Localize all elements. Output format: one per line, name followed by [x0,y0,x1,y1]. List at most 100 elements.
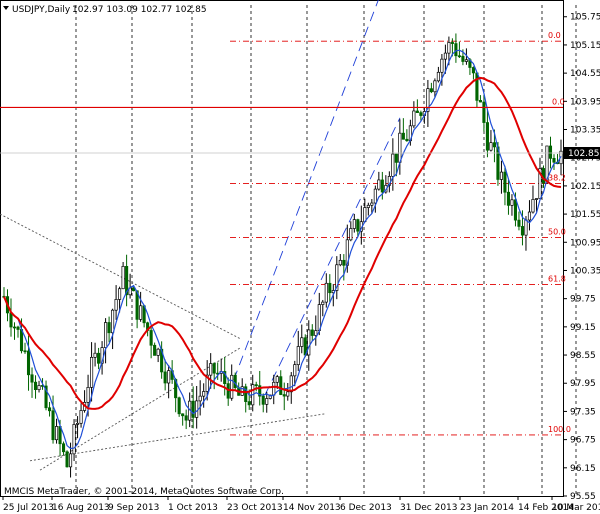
plot-area[interactable] [0,0,564,497]
fib-label: 61.8 [548,275,566,284]
channel-lower-line [264,117,401,396]
y-tick-label: 98.55 [570,351,596,361]
candle-body [93,352,97,358]
candle-body [212,363,216,374]
current-price-badge [564,147,600,160]
candle-body [412,110,416,127]
candle-body [72,424,76,455]
candlesticks [2,33,563,478]
moving-averages [3,49,562,450]
candle-body [457,55,461,58]
copyright-text: MMCIS MetaTrader, © 2001-2014, MetaQuote… [4,487,284,497]
candle-body [324,282,328,303]
x-tick-label: 23 Oct 2013 [227,503,283,513]
candle-body [475,72,479,101]
candle-body [471,67,475,74]
x-tick-label: 25 Jul 2013 [3,503,54,513]
candle-body [111,309,115,334]
candle-body [79,410,83,424]
trendlines [0,0,401,471]
candle-body [209,363,213,376]
y-tick-label: 105.15 [570,41,600,51]
candle-body [30,374,34,383]
y-tick-label: 103.35 [570,126,600,136]
candle-body [247,401,251,406]
candle-body [107,322,111,334]
current-price-label: 102.85 [568,149,600,159]
candle-body [545,145,549,184]
candle-body [293,364,297,377]
y-tick-label: 97.95 [570,379,596,389]
candle-body [510,199,514,206]
candle-body [156,348,160,356]
candle-body [167,370,171,384]
candle-body [506,191,511,206]
x-tick-label: 31 Dec 2013 [400,503,458,513]
candle-body [380,179,384,193]
candle-body [436,71,440,82]
candle-body [233,374,237,388]
candle-body [118,288,122,300]
candle-body [489,142,493,151]
candle-body [23,350,27,353]
candle-body [104,322,108,348]
candle-body [65,451,69,468]
y-tick-label: 100.35 [570,266,600,276]
candle-body [296,346,300,366]
candle-body [26,350,31,376]
candle-body [443,52,447,60]
candle-body [153,344,157,356]
x-tick-label: 23 Jan 2014 [460,503,514,513]
candle-body [552,158,556,163]
candle-body [121,265,125,290]
candle-body [534,198,539,200]
fib-label: 0.0 [548,31,561,40]
candle-body [520,226,525,236]
fib-label: 100.0 [548,425,571,434]
candle-body [265,398,269,405]
candle-body [51,410,55,441]
x-tick-label: 10 Mar 2014 [552,503,600,513]
candle-body [47,407,52,412]
candle-body [328,282,332,294]
candle-body [44,385,48,409]
candle-body [405,138,409,142]
x-tick-label: 1 Oct 2013 [168,503,218,513]
candle-body [307,329,311,356]
candle-body [356,219,360,232]
candle-body [513,199,518,221]
candle-body [426,88,430,112]
candle-body [342,259,346,266]
candle-body [398,132,402,163]
candle-body [90,356,94,388]
chevron-down-icon[interactable] [3,6,9,10]
ma-slow-line [3,76,562,410]
candle-body [440,58,444,73]
candle-body [254,384,258,387]
candle-body [244,386,248,402]
candle-body [478,100,482,103]
triangle-upper-line [0,213,241,339]
candle-body [132,287,136,292]
y-tick-label: 104.55 [570,69,600,79]
horizontal-level: 0.0 [0,97,565,154]
y-tick-label: 96.75 [570,436,596,446]
candle-body [230,374,234,399]
candle-body [86,387,90,403]
price-axis: 105.75105.15104.55103.95103.35102.75102.… [563,13,600,502]
candle-body [370,202,374,206]
candle-body [275,376,279,383]
candle-body [37,385,41,390]
candle-body [429,88,433,93]
candle-body [450,42,454,44]
candle-body [447,42,451,54]
candle-body [198,395,202,402]
candle-body [114,299,118,311]
candle-body [289,375,293,393]
candle-body [391,153,395,177]
candle-body [314,330,318,336]
candle-body [272,381,276,396]
candle-body [258,385,262,397]
